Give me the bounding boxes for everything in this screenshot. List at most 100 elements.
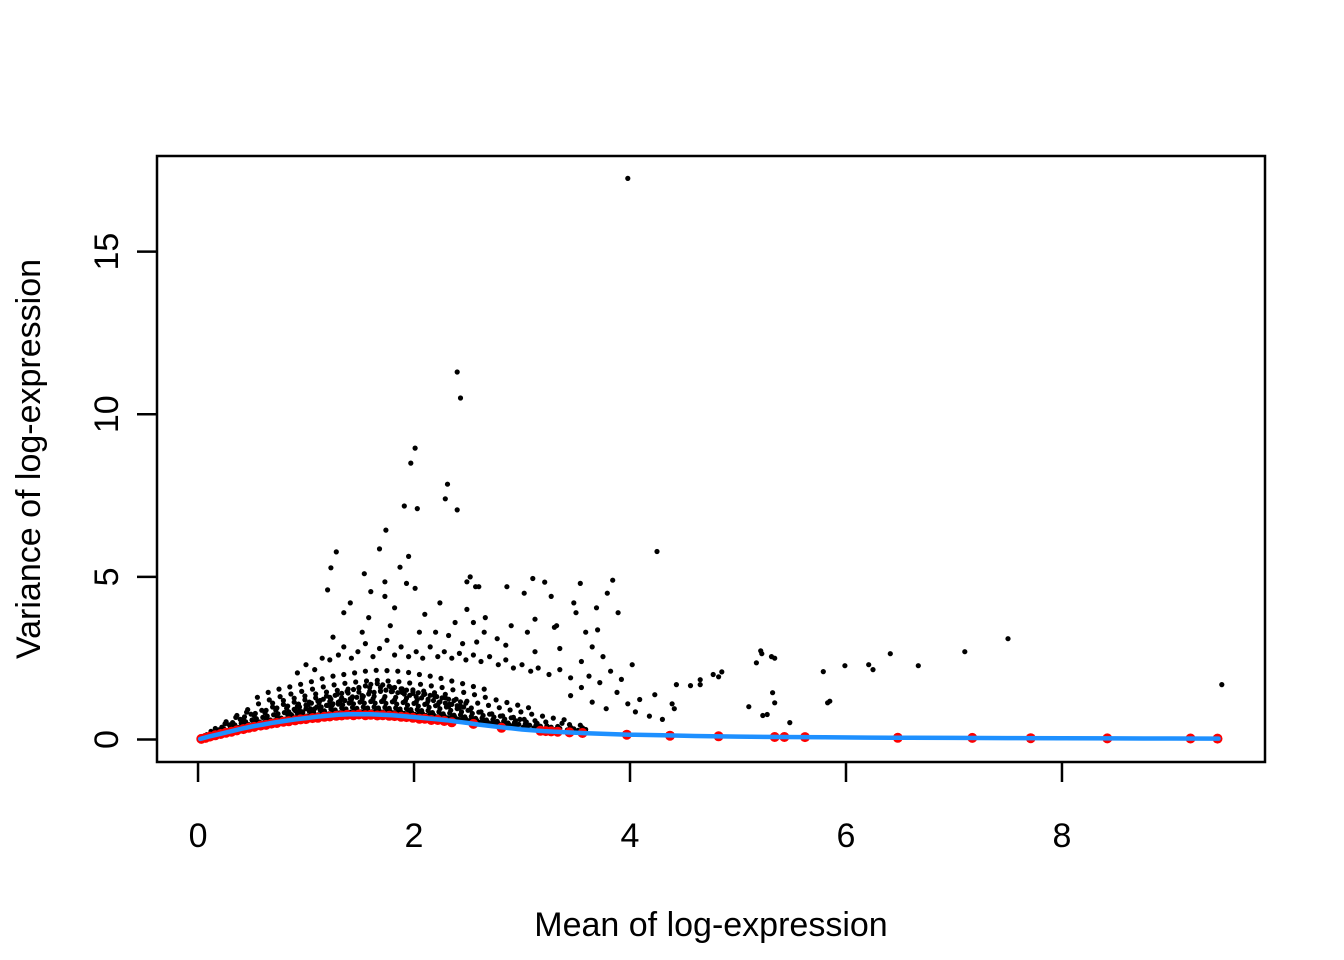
genes-point — [347, 600, 353, 606]
genes-point — [414, 506, 420, 512]
genes-point — [557, 645, 563, 652]
genes-point — [578, 658, 585, 665]
genes-point — [710, 671, 716, 678]
genes-point — [335, 652, 341, 658]
genes-point — [419, 695, 425, 701]
genes-point — [333, 549, 339, 555]
genes-point — [306, 707, 312, 713]
genes-point — [532, 616, 538, 622]
genes-point — [530, 575, 536, 582]
genes-point — [457, 699, 464, 705]
genes-point — [458, 709, 465, 715]
genes-point — [586, 673, 592, 679]
genes-point — [516, 721, 522, 727]
genes-point — [615, 610, 621, 616]
genes-point — [417, 681, 424, 687]
genes-point — [772, 655, 778, 661]
genes-point — [430, 697, 437, 704]
genes-point — [515, 702, 521, 708]
genes-point — [412, 585, 418, 591]
genes-point — [356, 684, 362, 691]
genes-point — [334, 687, 340, 694]
genes-point — [583, 629, 589, 635]
genes-point — [456, 650, 462, 657]
genes-point — [485, 702, 492, 709]
genes-point — [478, 658, 484, 665]
genes-point — [313, 691, 319, 697]
genes-point — [610, 577, 616, 583]
genes-point — [377, 688, 384, 694]
genes-point — [546, 671, 552, 678]
genes-point — [427, 644, 433, 650]
genes-point — [461, 689, 467, 696]
genes-point — [577, 580, 583, 587]
genes-point — [308, 700, 314, 706]
genes-point — [589, 644, 595, 650]
genes-point — [254, 694, 260, 700]
genes-point — [467, 574, 473, 580]
genes-point — [422, 691, 428, 697]
genes-point — [419, 708, 425, 714]
genes-point — [442, 496, 448, 502]
genes-point — [464, 606, 470, 613]
genes-point — [542, 579, 548, 585]
genes-point — [263, 707, 269, 713]
genes-point — [962, 649, 968, 655]
genes-point — [604, 590, 610, 596]
genes-point — [470, 652, 476, 658]
genes-point — [442, 700, 448, 706]
plot-box — [155, 154, 1267, 764]
genes-point — [406, 669, 412, 676]
genes-point — [298, 681, 304, 687]
genes-point — [327, 694, 333, 700]
genes-point — [270, 700, 276, 706]
genes-point — [352, 670, 358, 676]
trend-line — [197, 711, 1221, 742]
genes-point — [353, 679, 359, 685]
genes-point — [241, 714, 248, 720]
genes-point — [474, 639, 480, 645]
genes-point — [915, 663, 921, 669]
genes-point — [415, 703, 421, 709]
genes-point — [252, 710, 258, 717]
genes-point — [503, 642, 509, 648]
genes-point — [395, 690, 401, 696]
genes-point — [603, 706, 609, 712]
genes-point — [387, 623, 393, 629]
genes-point — [275, 711, 281, 717]
genes-point — [1005, 636, 1011, 642]
genes-point — [375, 705, 381, 711]
genes-point — [449, 678, 455, 684]
genes-point — [519, 662, 525, 668]
genes-point — [296, 704, 303, 710]
genes-point — [386, 683, 392, 689]
genes-point — [315, 698, 321, 704]
genes-point — [320, 696, 326, 702]
genes-point — [593, 605, 600, 611]
genes-point — [385, 678, 391, 684]
genes-point — [463, 657, 469, 663]
genes-point — [437, 600, 443, 606]
genes-point — [493, 697, 499, 703]
genes-point — [521, 590, 527, 596]
genes-point — [697, 677, 703, 683]
genes-point — [495, 662, 501, 668]
genes-point — [528, 668, 534, 674]
genes-point — [366, 691, 372, 697]
genes-point — [548, 593, 554, 600]
genes-point — [330, 634, 336, 640]
genes-point — [341, 610, 347, 616]
genes-point — [330, 701, 336, 707]
genes-point — [394, 701, 400, 707]
genes-point — [300, 709, 306, 715]
genes-point — [368, 589, 374, 595]
genes-point — [450, 687, 456, 693]
genes-point — [770, 690, 776, 696]
genes-point — [408, 707, 414, 713]
y-axis-ticks: 0 5 10 15 — [88, 233, 157, 749]
y-tick-label: 10 — [88, 395, 126, 433]
genes-point — [529, 711, 535, 717]
genes-point — [362, 683, 368, 689]
genes-point — [287, 684, 293, 690]
